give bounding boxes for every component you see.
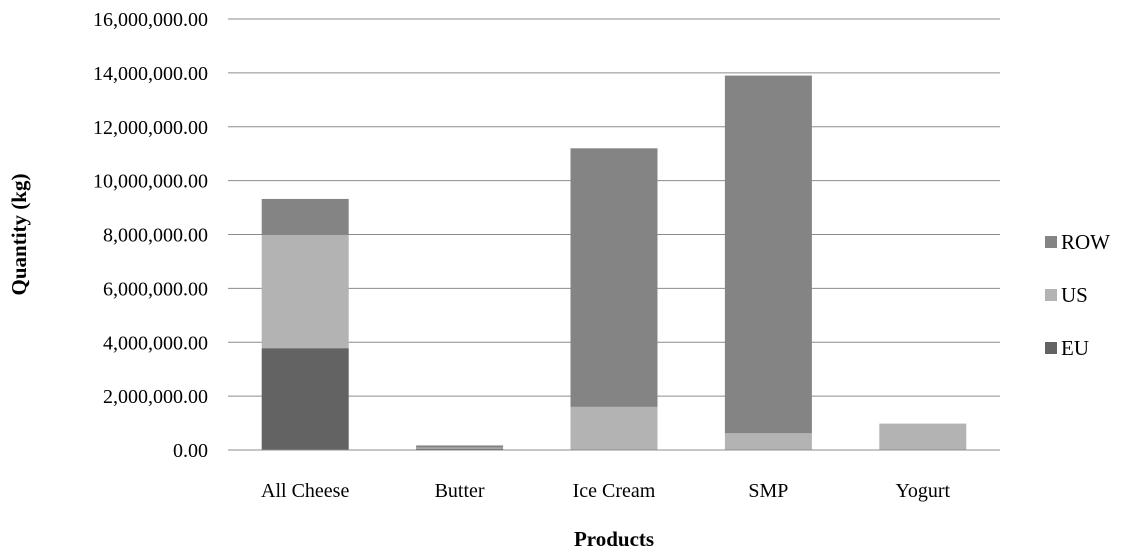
y-tick-label: 10,000,000.00 [93, 171, 208, 193]
legend-label-us: US [1061, 283, 1088, 307]
y-tick-label: 0.00 [173, 440, 208, 462]
bar-us-yogurt [879, 423, 967, 450]
x-tick-label: Butter [435, 480, 485, 502]
bar-us-all-cheese [261, 235, 349, 349]
x-tick-label: Yogurt [895, 480, 950, 502]
legend-label-row: ROW [1061, 230, 1110, 254]
y-tick-label: 8,000,000.00 [103, 225, 208, 247]
legend-swatch-eu [1045, 342, 1057, 354]
legend-swatch-row [1045, 236, 1057, 248]
y-tick-label: 14,000,000.00 [93, 63, 208, 85]
y-tick-label: 6,000,000.00 [103, 278, 208, 300]
bar-row-ice-cream [570, 148, 658, 407]
bar-row-butter [416, 445, 504, 448]
y-tick-labels: 0.00 2,000,000.00 4,000,000.00 6,000,000.00… [93, 9, 208, 462]
bar-us-ice-cream [570, 406, 658, 450]
y-axis-title: Quantity (kg) [7, 174, 31, 296]
legend: ROW US EU [1045, 230, 1110, 360]
x-tick-label: All Cheese [261, 480, 349, 502]
bar-eu-all-cheese [261, 348, 349, 450]
y-tick-label: 12,000,000.00 [93, 117, 208, 139]
x-axis-title: Products [574, 527, 654, 551]
bar-eu-butter [416, 448, 504, 450]
y-tick-label: 4,000,000.00 [103, 332, 208, 354]
y-tick-label: 16,000,000.00 [93, 9, 208, 31]
bars [261, 75, 967, 450]
legend-label-eu: EU [1061, 336, 1089, 360]
bar-us-smp [724, 433, 812, 450]
legend-swatch-us [1045, 289, 1057, 301]
bar-row-all-cheese [261, 198, 349, 236]
x-tick-label: Ice Cream [573, 480, 656, 502]
x-tick-label: SMP [748, 480, 788, 502]
y-tick-label: 2,000,000.00 [103, 386, 208, 408]
x-tick-labels: All Cheese Butter Ice Cream SMP Yogurt [261, 480, 951, 502]
bar-row-smp [724, 75, 812, 434]
bar-us-butter [416, 447, 504, 449]
